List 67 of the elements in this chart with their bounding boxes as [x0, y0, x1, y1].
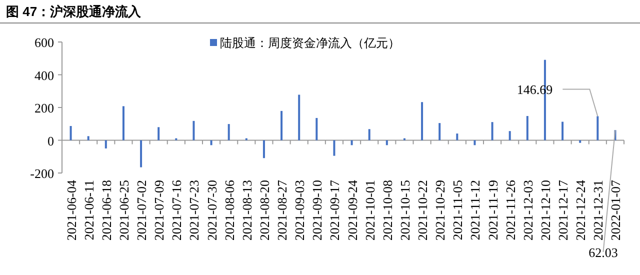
x-tick-label: 2021-06-11 [81, 180, 96, 240]
bar [104, 140, 107, 148]
bar [421, 102, 424, 140]
y-tick-label: 400 [34, 68, 54, 83]
bar [140, 140, 142, 168]
y-tick-label: -200 [30, 166, 54, 181]
x-tick-label: 2021-07-30 [204, 180, 220, 241]
x-tick-label: 2021-07-23 [186, 180, 202, 241]
x-tick-label: 2021-06-04 [64, 180, 79, 241]
bar [333, 140, 336, 156]
x-tick-label: 2021-08-27 [274, 180, 290, 241]
bar [562, 122, 564, 140]
x-tick-label: 2021-07-16 [169, 180, 184, 241]
x-tick-label: 2021-07-02 [134, 180, 150, 241]
bar [192, 120, 195, 140]
x-tick-label: 2021-11-26 [502, 180, 518, 240]
x-tick-label: 2021-10-15 [397, 180, 412, 241]
x-tick-label: 2021-08-06 [222, 180, 237, 241]
bar [456, 134, 458, 140]
bar [87, 136, 90, 140]
x-tick-label: 2021-12-10 [538, 180, 553, 241]
bar [158, 127, 160, 140]
y-tick-label: 200 [34, 100, 54, 116]
x-tick-label: 2021-11-05 [450, 180, 466, 240]
x-tick-label: 2021-06-25 [116, 180, 132, 241]
bar [228, 124, 230, 140]
bar [280, 110, 283, 140]
bar [474, 140, 476, 146]
x-tick-label: 2021-09-17 [327, 180, 342, 241]
x-tick-label: 2021-12-31 [590, 180, 606, 241]
bar [386, 140, 388, 146]
x-tick-label: 2021-10-29 [432, 180, 448, 241]
x-tick-label: 2021-12-03 [520, 180, 536, 241]
chart-title: 图 47：沪深股通净流入 [6, 4, 142, 19]
x-tick-label: 2021-11-12 [468, 180, 483, 240]
bar [491, 122, 494, 140]
bar [368, 129, 370, 140]
x-tick-label: 2021-09-10 [310, 180, 325, 241]
x-tick-label: 2021-07-09 [152, 180, 167, 241]
bar [210, 140, 212, 146]
x-tick-label: 2021-10-08 [380, 180, 395, 241]
x-tick-label: 2021-08-20 [256, 180, 272, 241]
bar [122, 106, 124, 140]
x-tick-label: 2021-10-01 [362, 180, 378, 241]
x-tick-label: 2021-12-17 [556, 180, 571, 241]
bar [262, 140, 265, 158]
x-tick-label: 2021-09-03 [292, 180, 308, 241]
x-tick-label: 2021-10-22 [415, 180, 430, 241]
x-tick-label: 2021-11-19 [485, 180, 500, 240]
bar [438, 123, 441, 140]
y-tick-label: 600 [34, 35, 54, 50]
x-tick-label: 2022-01-07 [608, 180, 624, 241]
bar [350, 140, 353, 146]
bar [70, 126, 72, 140]
y-tick-label: 0 [48, 133, 54, 148]
x-tick-label: 2021-12-24 [573, 180, 588, 241]
bar [298, 94, 300, 140]
bar [316, 118, 318, 140]
bar [508, 131, 511, 140]
x-tick-label: 2021-06-18 [98, 180, 114, 241]
bar [579, 140, 582, 143]
data-label: 62.03 [588, 245, 618, 260]
bar [596, 116, 599, 140]
legend: 陆股通：周度资金净流入（亿元） [210, 36, 400, 50]
x-tick-label: 2021-09-24 [344, 180, 360, 241]
x-tick-label: 2021-08-13 [239, 180, 254, 241]
bar [526, 116, 528, 140]
